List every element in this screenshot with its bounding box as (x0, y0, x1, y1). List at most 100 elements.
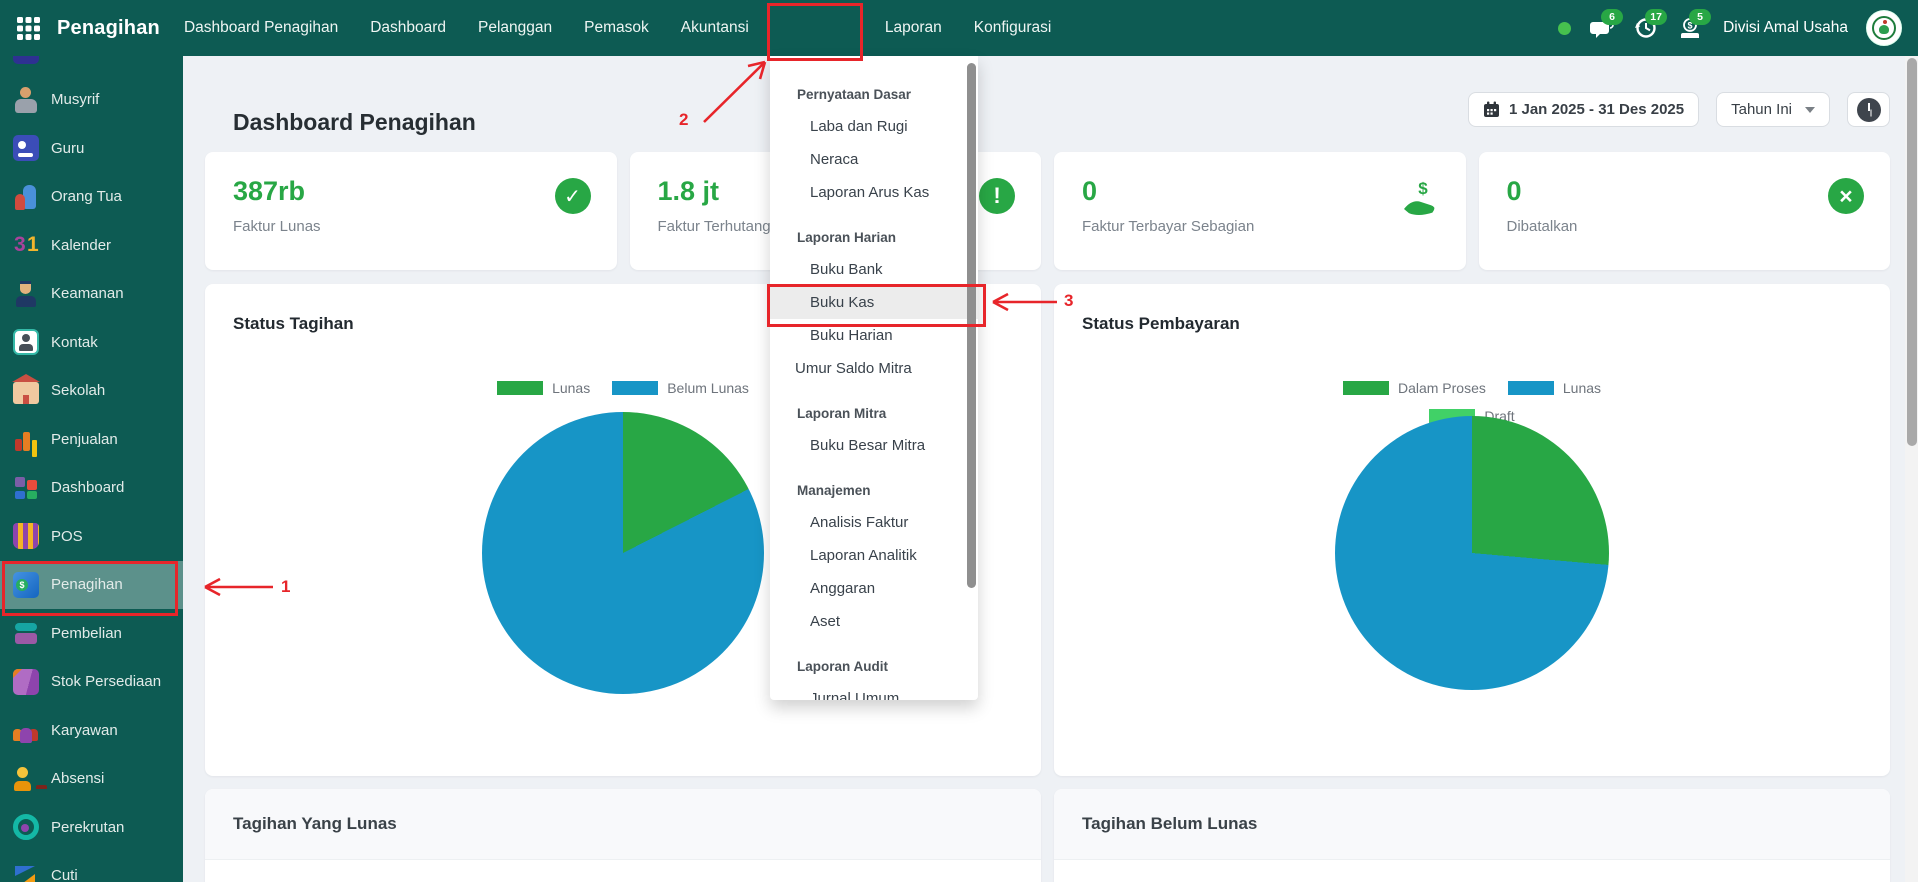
clock-icon (1856, 97, 1881, 122)
nav-laporan[interactable]: Laporan (884, 19, 942, 36)
legend-item-lunas[interactable]: Lunas (1507, 380, 1601, 396)
stat-value: 0 (1082, 176, 1098, 206)
dropdown-scrollbar-thumb[interactable] (967, 63, 976, 588)
chart-title: Status Pembayaran (1082, 314, 1240, 333)
menu-item-buku-harian[interactable]: Buku Harian (810, 327, 893, 344)
stat-label: Faktur Terbayar Sebagian (1082, 218, 1255, 235)
nav-akuntansi[interactable]: Akuntansi (680, 19, 749, 36)
legend-item-belum-lunas[interactable]: Belum Lunas (612, 380, 749, 396)
sidebar-item-pos[interactable]: POS (0, 512, 183, 561)
dropdown-section-header: Laporan Harian (797, 230, 897, 245)
sidebar-item-stok-persediaan[interactable]: Stok Persediaan (0, 658, 183, 707)
dashboard-tiles-icon (13, 475, 39, 501)
sidebar-item-musyrif[interactable]: Musyrif (0, 76, 183, 125)
sidebar-item-guru[interactable]: Guru (0, 124, 183, 173)
sidebar-item-kontak[interactable]: Kontak (0, 318, 183, 367)
calendar-icon (1483, 101, 1499, 117)
annotation-step-3: 3 (1064, 291, 1074, 310)
sidebar-item-penagihan[interactable]: Penagihan (0, 560, 183, 609)
legend-swatch (612, 381, 659, 395)
header-controls: 1 Jan 2025 - 31 Des 2025 Tahun Ini (1467, 92, 1890, 127)
legend-swatch (1507, 381, 1554, 395)
online-status-dot (1558, 21, 1572, 35)
card-title: Tagihan Yang Lunas (205, 789, 1041, 860)
date-range-label: 1 Jan 2025 - 31 Des 2025 (1508, 101, 1685, 118)
nav-pelanggan[interactable]: Pelanggan (478, 19, 553, 36)
menu-item-neraca[interactable]: Neraca (810, 151, 859, 168)
bottom-cards-row: Tagihan Yang Lunas Tagihan Belum Lunas (205, 789, 1890, 882)
stat-card-faktur-terbayar-sebagian[interactable]: 0 Faktur Terbayar Sebagian $ (1054, 152, 1466, 270)
date-range-button[interactable]: 1 Jan 2025 - 31 Des 2025 (1467, 92, 1700, 127)
menu-item-jurnal-umum[interactable]: Jurnal Umum (810, 690, 900, 700)
sidebar-item-penjualan[interactable]: Penjualan (0, 415, 183, 464)
chart-title: Status Tagihan (233, 314, 354, 333)
menu-item-anggaran[interactable]: Anggaran (810, 580, 876, 597)
sidebar-item-kalender[interactable]: Kalender (0, 221, 183, 270)
sidebar-item-perekrutan[interactable]: Perekrutan (0, 803, 183, 852)
payments-badge: 5 (1689, 9, 1712, 25)
page-scrollbar[interactable] (1905, 56, 1918, 882)
nav-dashboard[interactable]: Dashboard (370, 19, 447, 36)
x-circle-icon: × (1828, 178, 1864, 214)
main-content: Dashboard Penagihan 1 Jan 2025 - 31 Des … (183, 56, 1905, 882)
page-scrollbar-thumb[interactable] (1906, 58, 1917, 446)
annotation-step-2: 2 (679, 110, 689, 129)
messages-badge: 6 (1601, 9, 1624, 25)
stat-label: Dibatalkan (1506, 218, 1578, 235)
employees-icon (13, 717, 39, 744)
menu-item-umur-saldo-mitra[interactable]: Umur Saldo Mitra (795, 360, 912, 377)
page-title: Dashboard Penagihan (233, 109, 476, 136)
messages-icon[interactable]: 6 (1589, 9, 1624, 41)
menu-item-analisis-faktur[interactable]: Analisis Faktur (810, 514, 909, 531)
period-select[interactable]: Tahun Ini (1716, 92, 1830, 127)
menu-item-buku-besar-mitra[interactable]: Buku Besar Mitra (810, 437, 926, 454)
sidebar-item-dashboard[interactable]: Dashboard (0, 464, 183, 513)
sidebar-item-keamanan[interactable]: Keamanan (0, 270, 183, 319)
pos-awning-icon (13, 523, 39, 550)
nav-pemasok[interactable]: Pemasok (584, 19, 649, 36)
attendance-icon (13, 766, 39, 792)
sidebar-item-karyawan[interactable]: Karyawan (0, 706, 183, 755)
dropdown-section-header: Laporan Audit (797, 659, 888, 674)
apps-grid-icon[interactable] (16, 16, 40, 40)
teacher-icon (13, 86, 39, 113)
laporan-dropdown-menu: Pernyataan Dasar Laba dan Rugi Neraca La… (770, 56, 978, 700)
sidebar-item-partial[interactable] (0, 56, 183, 76)
sidebar-item-absensi[interactable]: Absensi (0, 755, 183, 804)
legend-item-dalam-proses[interactable]: Dalam Proses (1342, 380, 1486, 396)
stat-card-faktur-lunas[interactable]: 387rb Faktur Lunas ✓ (205, 152, 617, 270)
purchase-icon (13, 620, 39, 646)
legend-item-lunas[interactable]: Lunas (497, 380, 590, 396)
menu-item-buku-bank[interactable]: Buku Bank (810, 261, 883, 278)
dropdown-section-header: Laporan Mitra (797, 406, 887, 421)
card-title: Tagihan Belum Lunas (1054, 789, 1890, 860)
menu-item-aset[interactable]: Aset (810, 613, 841, 630)
menu-item-buku-kas[interactable]: Buku Kas (770, 286, 978, 319)
app-brand[interactable]: Penagihan (57, 16, 160, 39)
activities-clock-icon[interactable]: 17 (1633, 9, 1668, 41)
stat-card-dibatalkan[interactable]: 0 Dibatalkan × (1478, 152, 1890, 270)
menu-item-laba-dan-rugi[interactable]: Laba dan Rugi (810, 118, 908, 135)
charts-row: Status Tagihan Lunas Belum Lunas Status … (205, 284, 1890, 776)
user-avatar[interactable] (1866, 10, 1902, 46)
sidebar-item-sekolah[interactable]: Sekolah (0, 367, 183, 416)
nav-dashboard-penagihan[interactable]: Dashboard Penagihan (183, 19, 339, 36)
dropdown-section-header: Pernyataan Dasar (797, 87, 912, 102)
menu-item-laporan-analitik[interactable]: Laporan Analitik (810, 547, 917, 564)
main-menu: Dashboard Penagihan Dashboard Pelanggan … (184, 19, 1051, 37)
stat-value: 387rb (233, 176, 306, 206)
payments-icon[interactable]: $ 5 (1677, 9, 1712, 41)
app-partial-icon (13, 56, 39, 65)
billing-invoice-icon (13, 571, 39, 598)
sidebar-item-cuti[interactable]: Cuti (0, 852, 183, 882)
sidebar-item-pembelian[interactable]: Pembelian (0, 609, 183, 658)
menu-item-laporan-arus-kas[interactable]: Laporan Arus Kas (810, 184, 930, 201)
nav-konfigurasi[interactable]: Konfigurasi (973, 19, 1052, 36)
company-name[interactable]: Divisi Amal Usaha (1723, 19, 1848, 36)
sidebar-item-orang-tua[interactable]: Orang Tua (0, 173, 183, 222)
chart-legend: Lunas Belum Lunas (205, 380, 1041, 396)
inventory-box-icon (13, 668, 39, 695)
history-button[interactable] (1847, 92, 1890, 127)
classroom-icon (13, 135, 39, 162)
